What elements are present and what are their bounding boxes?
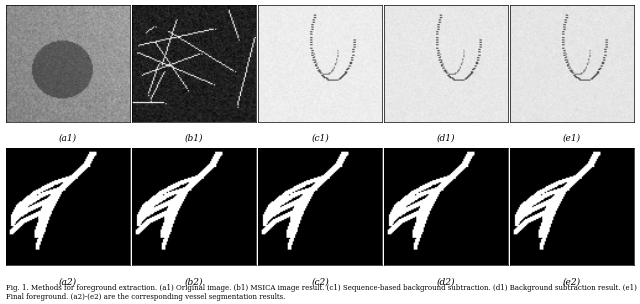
Text: (d2): (d2) — [436, 277, 455, 286]
Text: (e2): (e2) — [563, 277, 581, 286]
Text: (a2): (a2) — [59, 277, 77, 286]
Text: (d1): (d1) — [436, 134, 455, 143]
Text: (c2): (c2) — [311, 277, 329, 286]
Text: Fig. 1. Methods for foreground extraction. (a1) Original image. (b1) MSICA image: Fig. 1. Methods for foreground extractio… — [6, 284, 637, 301]
Text: (c1): (c1) — [311, 134, 329, 143]
Text: (a1): (a1) — [59, 134, 77, 143]
Text: (e1): (e1) — [563, 134, 581, 143]
Text: (b2): (b2) — [185, 277, 204, 286]
Text: (b1): (b1) — [185, 134, 204, 143]
